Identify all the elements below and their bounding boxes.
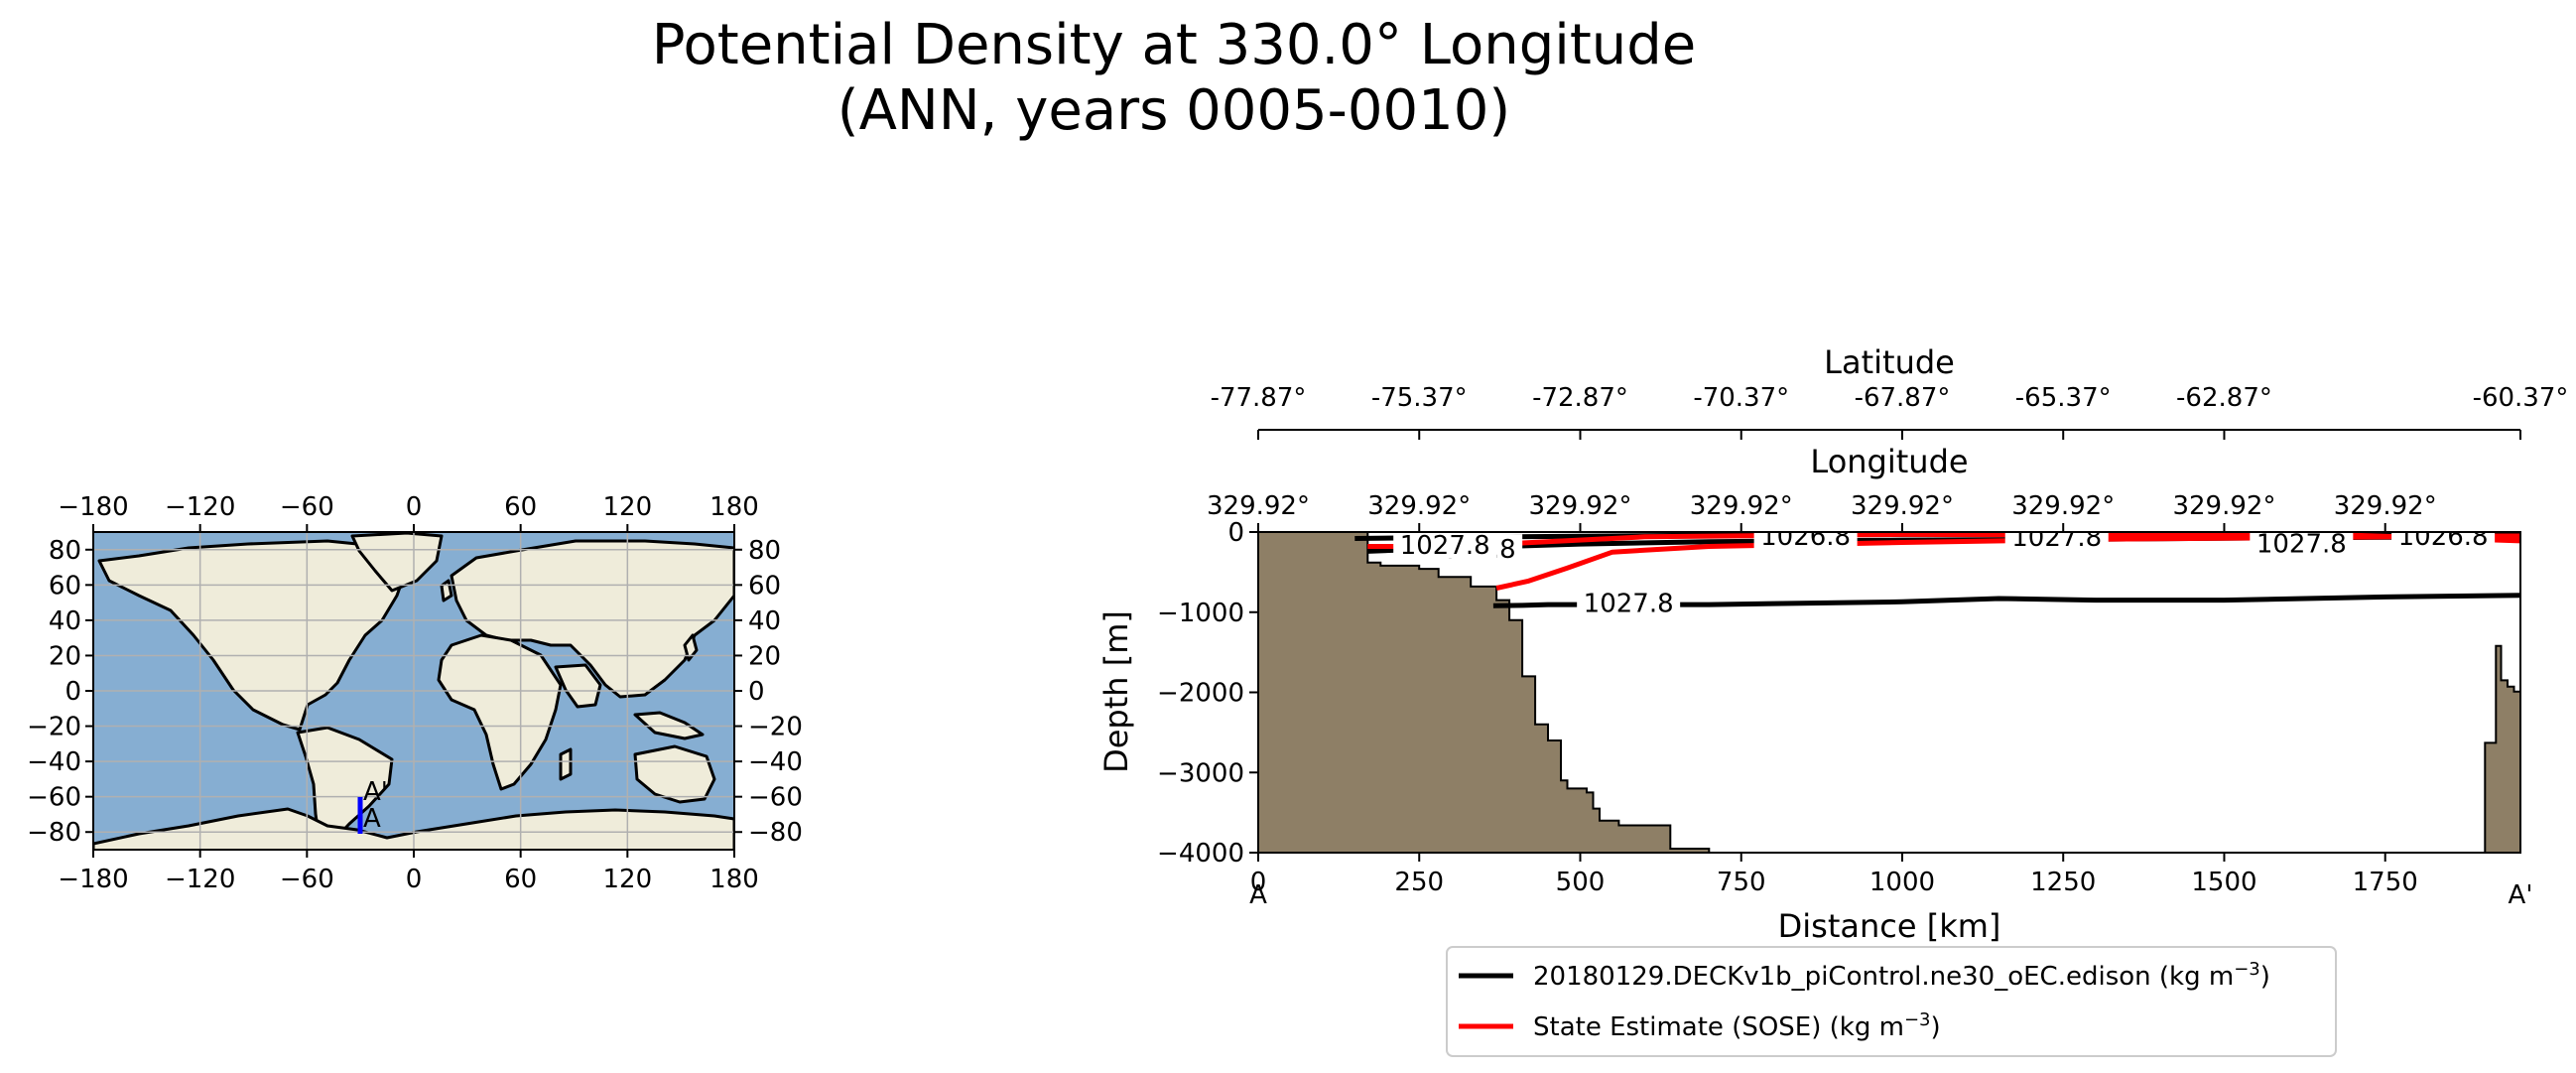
map-ytick-label-right: 20 — [748, 641, 781, 671]
section-end-label: A' — [2509, 880, 2533, 910]
section-ytick-label: 0 — [1227, 518, 1244, 548]
map-ytick-label-right: −20 — [748, 713, 803, 742]
map-ytick-label-left: −80 — [27, 818, 81, 848]
contour-label-model: 1027.8 — [2011, 523, 2102, 553]
section-xtick-label: 750 — [1717, 868, 1766, 897]
map-xtick-label-bottom: 180 — [709, 865, 759, 894]
map-ytick-label-left: −20 — [27, 713, 81, 742]
map-xtick-label-bottom: −120 — [165, 865, 235, 894]
top-axis-ticks: 329.92° 329.92° 329.92° 329.92° 329.92° 329.9… — [1207, 383, 2568, 532]
longitude-axis-label: Longitude — [1810, 443, 1968, 480]
latitude-axis-label: Latitude — [1824, 343, 1955, 381]
map-xtick-label-top: −180 — [58, 492, 128, 522]
legend-label-obs: State Estimate (SOSE) (kg m−3) — [1533, 1009, 1941, 1042]
contour-label-model: 1027.8 — [1584, 589, 1674, 618]
contour-label-bg — [1577, 588, 1681, 616]
map-ytick-label-right: −80 — [748, 818, 803, 848]
contour-label-obs: 1026.8 — [2398, 522, 2489, 552]
map-ytick-label-left: 0 — [64, 677, 81, 707]
bathymetry-right — [2484, 532, 2520, 853]
latitude-tick-label: -70.37° — [1693, 383, 1789, 413]
latitude-tick-label: -67.87° — [1855, 383, 1951, 413]
section-xtick-label: 250 — [1394, 868, 1444, 897]
map-xtick-label-bottom: 60 — [504, 865, 537, 894]
latitude-tick-label: -75.37° — [1371, 383, 1468, 413]
section-ytick-label: −2000 — [1157, 679, 1244, 709]
map-xtick-label-top: 120 — [603, 492, 653, 522]
bathymetry-left — [1258, 532, 1711, 853]
longitude-tick-label: 329.92° — [1207, 491, 1310, 521]
longitude-tick-label: 329.92° — [1851, 491, 1954, 521]
map-ytick-label-right: 60 — [748, 571, 781, 601]
latitude-tick-label: -62.87° — [2176, 383, 2272, 413]
contour-label-obs: 1027.8 — [1400, 531, 1490, 561]
x-axis-label: Distance [km] — [1778, 907, 2001, 945]
map-ytick-label-left: 80 — [49, 536, 81, 566]
contour-label-bg — [1393, 532, 1497, 559]
longitude-tick-label: 329.92° — [1690, 491, 1793, 521]
chart-subtitle: (ANN, years 0005-0010) — [837, 78, 1511, 143]
map-xtick-label-top: −120 — [165, 492, 235, 522]
section-ytick-label: −1000 — [1157, 599, 1244, 628]
map-ytick-label-right: −60 — [748, 783, 803, 813]
map-ytick-label-right: 0 — [748, 677, 765, 707]
map-xtick-label-bottom: −180 — [58, 865, 128, 894]
section-xtick-label: 0 — [1250, 868, 1267, 897]
section-xtick-label: 500 — [1556, 868, 1606, 897]
density-section-panel: 1027.81027.81026.81027.81027.81027.81026… — [1097, 343, 2568, 1057]
section-ytick-label: −4000 — [1157, 839, 1244, 869]
map-xtick-label-bottom: 0 — [406, 865, 423, 894]
map-xtick-label-bottom: −60 — [280, 865, 334, 894]
contour-label-obs: 1027.8 — [2256, 529, 2347, 559]
longitude-tick-label: 329.92° — [2334, 491, 2437, 521]
map-xtick-label-top: 180 — [709, 492, 759, 522]
legend-label-model: 20180129.DECKv1b_piControl.ne30_oEC.edis… — [1533, 959, 2270, 992]
map-land — [93, 532, 734, 850]
map-ytick-label-right: −40 — [748, 747, 803, 777]
section-start-label: A — [1249, 880, 1267, 910]
map-transect-start-label: A — [363, 804, 381, 834]
latitude-tick-label: -77.87° — [1211, 383, 1307, 413]
map-xtick-label-top: 0 — [406, 492, 423, 522]
map-ytick-label-left: −40 — [27, 747, 81, 777]
map-xtick-label-top: −60 — [280, 492, 334, 522]
legend-frame — [1446, 946, 2337, 1057]
longitude-tick-label: 329.92° — [1528, 491, 1631, 521]
longitude-tick-label: 329.92° — [2172, 491, 2275, 521]
bathymetry — [1258, 532, 2520, 853]
section-xtick-label: 1000 — [1869, 868, 1935, 897]
map-transect-end-label: A' — [363, 777, 388, 807]
contour-line-1027-8-model — [1492, 593, 2520, 608]
section-xtick-label: 1750 — [2353, 868, 2418, 897]
map-ytick-label-left: 60 — [49, 571, 81, 601]
contour-label-model: 1026.8 — [1760, 522, 1851, 552]
map-ytick-label-right: 80 — [748, 536, 781, 566]
y-axis-label: Depth [m] — [1097, 610, 1135, 773]
latitude-tick-label: -65.37° — [2015, 383, 2112, 413]
map-ticks: −180 −180 −120 −120 −60 −60 0 0 60 60 120 120 180 180… — [27, 492, 803, 894]
longitude-tick-label: 329.92° — [2011, 491, 2115, 521]
section-xtick-label: 1250 — [2030, 868, 2096, 897]
section-ytick-label: −3000 — [1157, 758, 1244, 788]
map-xtick-label-bottom: 120 — [603, 865, 653, 894]
contour-label-bg — [2250, 532, 2354, 557]
section-ticks: 0 250 500 750 1000 1250 1500 1750 0 −1000 −2000 −30… — [1157, 518, 2418, 897]
longitude-tick-label: 329.92° — [1367, 491, 1471, 521]
map-ytick-label-left: 20 — [49, 641, 81, 671]
contour-label-bg — [2004, 532, 2109, 551]
chart-title: Potential Density at 330.0° Longitude — [652, 13, 1697, 77]
map-ytick-label-left: −60 — [27, 783, 81, 813]
section-xtick-label: 1500 — [2191, 868, 2256, 897]
latitude-tick-label: -72.87° — [1532, 383, 1628, 413]
location-map: A A' −180 −180 −120 −120 −60 −60 0 0 60 60 120 120 1… — [27, 492, 803, 894]
contour-label-bg — [2391, 532, 2496, 550]
map-xtick-label-top: 60 — [504, 492, 537, 522]
contour-label-bg — [1753, 532, 1858, 550]
latitude-tick-label: -60.37° — [2473, 383, 2569, 413]
legend: 20180129.DECKv1b_piControl.ne30_oEC.edis… — [1446, 946, 2337, 1057]
map-ytick-label-right: 40 — [748, 606, 781, 636]
map-ytick-label-left: 40 — [49, 606, 81, 636]
density-contours: 1027.81027.81026.81027.81027.81027.81026… — [1354, 522, 2520, 618]
